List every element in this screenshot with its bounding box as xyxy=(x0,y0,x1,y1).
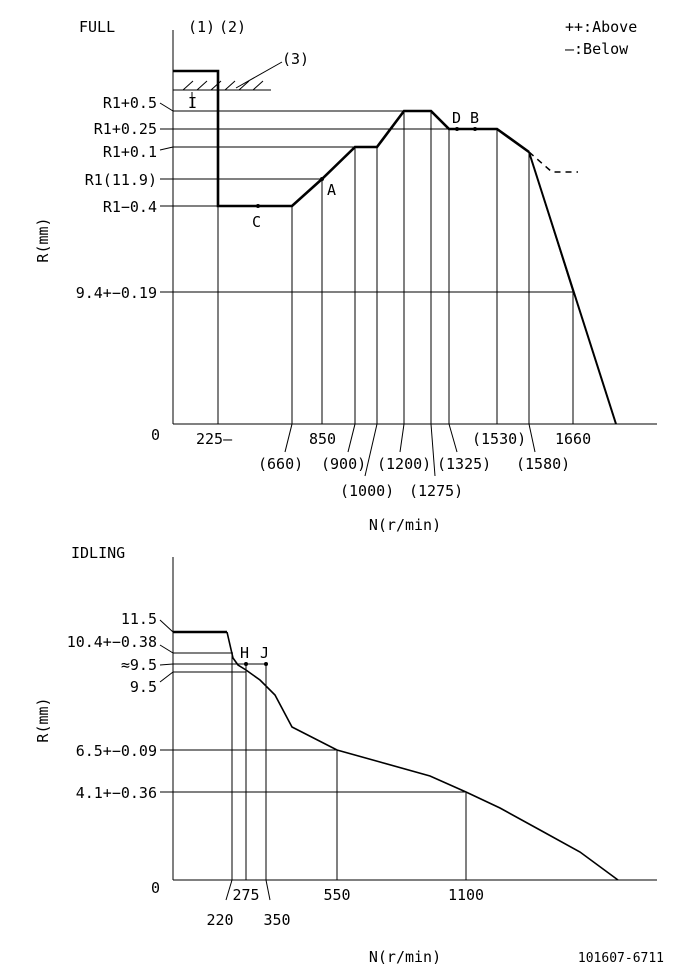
full-v-gridlines xyxy=(217,90,574,424)
full-xtick-1275: (1275) xyxy=(409,482,463,500)
legend-below: —:Below xyxy=(565,40,629,58)
point-j: J xyxy=(260,644,269,662)
full-ytick-5: R1−0.4 xyxy=(103,198,157,216)
full-ytick-0: 0 xyxy=(151,426,160,444)
full-xtick-660: (660) xyxy=(258,455,303,473)
idling-xtick-350: 350 xyxy=(263,911,290,929)
idling-v-gridlines xyxy=(225,653,467,901)
point-c: C xyxy=(252,213,261,231)
ref-2: (2) xyxy=(219,18,246,36)
idling-curve xyxy=(226,631,619,881)
idling-xtick-550: 550 xyxy=(323,886,350,904)
full-y-tick-connectors xyxy=(159,102,174,293)
idling-xtick-220: 220 xyxy=(206,911,233,929)
full-xtick-225: 225— xyxy=(196,430,233,448)
marker-i: I xyxy=(188,94,197,112)
full-title: FULL xyxy=(79,18,115,36)
full-chart: FULL (1) (2) (3) ++:Above —:Below xyxy=(34,18,657,534)
full-ytick-1: R1+0.5 xyxy=(103,94,157,112)
ref-3: (3) xyxy=(282,50,309,68)
point-d: D xyxy=(452,109,461,127)
full-ytick-3: R1+0.1 xyxy=(103,143,157,161)
idling-y-tick-connectors xyxy=(159,619,174,793)
drawing-number: 101607-6711 xyxy=(578,951,664,966)
stop-hatch xyxy=(173,61,283,108)
full-xtick-1000: (1000) xyxy=(340,482,394,500)
full-x-label: N(r/min) xyxy=(369,516,441,534)
idling-xtick-275: 275 xyxy=(232,886,259,904)
idling-xtick-1100: 1100 xyxy=(448,886,484,904)
full-xtick-1325: (1325) xyxy=(437,455,491,473)
point-b: B xyxy=(470,109,479,127)
idling-x-label: N(r/min) xyxy=(369,948,441,966)
full-xtick-900: (900) xyxy=(321,455,366,473)
idling-ytick-5: 6.5+−0.09 xyxy=(76,742,157,760)
legend-above: ++:Above xyxy=(565,18,637,36)
full-dashed-extension xyxy=(528,151,578,173)
full-xtick-1200: (1200) xyxy=(377,455,431,473)
point-h: H xyxy=(240,644,249,662)
full-xtick-1660: 1660 xyxy=(555,430,591,448)
idling-ytick-0: 0 xyxy=(151,879,160,897)
idling-h-gridlines xyxy=(173,652,466,793)
idling-ytick-4: 9.5 xyxy=(130,678,157,696)
ref-1: (1) xyxy=(188,18,215,36)
full-x-tick-connectors xyxy=(284,423,536,477)
full-droop-inner xyxy=(528,151,574,293)
full-ytick-6: 9.4+−0.19 xyxy=(76,284,157,302)
idling-ytick-1: 11.5 xyxy=(121,610,157,628)
full-y-label: R(mm) xyxy=(34,217,52,262)
full-h-gridlines xyxy=(173,110,573,293)
idling-ytick-3: ≈9.5 xyxy=(121,656,157,674)
idling-ytick-6: 4.1+−0.36 xyxy=(76,784,157,802)
full-ytick-4: R1(11.9) xyxy=(85,171,157,189)
full-curve xyxy=(173,69,530,208)
idling-points xyxy=(244,662,268,666)
point-a: A xyxy=(327,181,336,199)
full-points xyxy=(256,127,477,208)
full-xtick-850: 850 xyxy=(309,430,336,448)
full-ytick-2: R1+0.25 xyxy=(94,120,157,138)
idling-ytick-2: 10.4+−0.38 xyxy=(67,633,157,651)
full-xtick-1580: (1580) xyxy=(516,455,570,473)
idling-chart: IDLING xyxy=(34,544,657,966)
idling-title: IDLING xyxy=(71,544,125,562)
full-xtick-1530: (1530) xyxy=(472,430,526,448)
idling-y-label: R(mm) xyxy=(34,697,52,742)
